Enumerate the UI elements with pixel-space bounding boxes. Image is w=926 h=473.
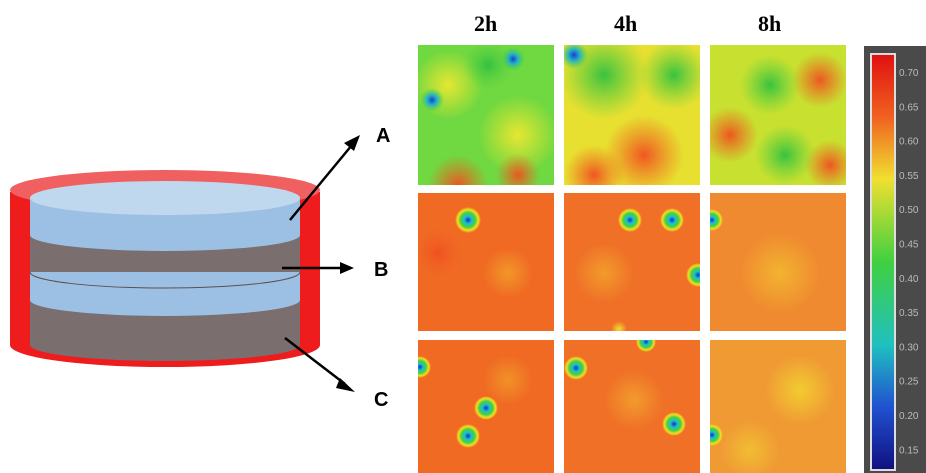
cylinder-part bbox=[30, 181, 300, 215]
heatmap-part bbox=[483, 355, 533, 405]
heatmap-part bbox=[639, 45, 700, 110]
arrows-part bbox=[284, 337, 346, 385]
arrows-part bbox=[336, 378, 355, 392]
colorbar-tick: 0.45 bbox=[899, 240, 919, 251]
heatmap-part bbox=[604, 370, 664, 430]
heatmap-part bbox=[686, 263, 700, 287]
heatmap-part bbox=[765, 355, 835, 425]
colorbar-tick: 0.70 bbox=[899, 68, 919, 79]
heatmap bbox=[710, 193, 846, 331]
layer-label: B bbox=[374, 259, 388, 281]
heatmap-part bbox=[574, 243, 634, 303]
heatmap-part bbox=[418, 356, 431, 378]
cylinder bbox=[10, 170, 320, 367]
heatmap bbox=[564, 340, 700, 473]
heatmap bbox=[418, 45, 554, 185]
heatmap-part bbox=[478, 95, 554, 175]
heatmap bbox=[564, 45, 700, 185]
heatmap bbox=[710, 45, 846, 185]
heatmap-part bbox=[792, 52, 846, 108]
heatmap-part bbox=[660, 208, 684, 232]
heatmap bbox=[418, 340, 554, 473]
heatmap-part bbox=[428, 155, 488, 185]
heatmap-part bbox=[710, 107, 758, 163]
heatmap-part bbox=[418, 228, 463, 278]
heatmap-part bbox=[710, 209, 723, 231]
time-header: 8h bbox=[758, 11, 781, 36]
colorbar-tick: 0.50 bbox=[899, 205, 919, 216]
colorbar-tick: 0.35 bbox=[899, 308, 919, 319]
layer-label: C bbox=[374, 389, 388, 411]
colorbar-tick: 0.65 bbox=[899, 102, 919, 113]
heatmap-part bbox=[662, 412, 686, 436]
heatmap-part bbox=[564, 145, 624, 185]
arrows-part bbox=[340, 262, 354, 274]
heatmap-part bbox=[604, 115, 684, 185]
colorbar-tick: 0.40 bbox=[899, 274, 919, 285]
heatmap-part bbox=[636, 340, 656, 352]
cylinder-part bbox=[29, 271, 301, 289]
colorbar: 0.70 0.65 0.60 0.55 0.50 0.45 0.40 0.35 0.30 0.25… bbox=[864, 46, 926, 473]
heatmap-part bbox=[564, 45, 588, 69]
heatmap-part bbox=[564, 45, 649, 120]
heatmap-part bbox=[740, 233, 820, 313]
heatmap-part bbox=[496, 153, 540, 185]
time-header: 4h bbox=[614, 11, 637, 36]
heatmap-part bbox=[455, 207, 481, 233]
cylinder-part bbox=[30, 272, 300, 316]
heatmap bbox=[418, 193, 554, 331]
heatmap-part bbox=[456, 424, 480, 448]
heatmap bbox=[710, 340, 846, 473]
heatmap-part bbox=[483, 248, 533, 298]
arrows-part bbox=[344, 135, 360, 151]
heatmap-part bbox=[474, 396, 498, 420]
heatmap-part bbox=[755, 125, 815, 185]
heatmap-part bbox=[710, 424, 723, 446]
colorbar-tick: 0.30 bbox=[899, 342, 919, 353]
time-header: 2h bbox=[474, 11, 497, 36]
colorbar-tick: 0.55 bbox=[899, 171, 919, 182]
heatmap-part bbox=[564, 356, 588, 380]
heatmap-part bbox=[740, 55, 800, 115]
heatmap-part bbox=[420, 88, 444, 112]
colorbar-tick: 0.25 bbox=[899, 377, 919, 388]
heatmap-part bbox=[720, 420, 780, 473]
colorbar-part bbox=[870, 53, 896, 471]
heatmap bbox=[564, 193, 700, 331]
layer-label: A bbox=[376, 125, 390, 147]
colorbar-tick: 0.60 bbox=[899, 137, 919, 148]
heatmap-part bbox=[463, 45, 513, 90]
colorbar-tick: 0.20 bbox=[899, 411, 919, 422]
heatmap-part bbox=[805, 140, 846, 185]
arrows-part bbox=[289, 144, 353, 221]
heatmap-part bbox=[618, 208, 642, 232]
heatmap-part bbox=[611, 321, 627, 331]
colorbar-tick: 0.15 bbox=[899, 445, 919, 456]
arrows bbox=[282, 135, 360, 392]
